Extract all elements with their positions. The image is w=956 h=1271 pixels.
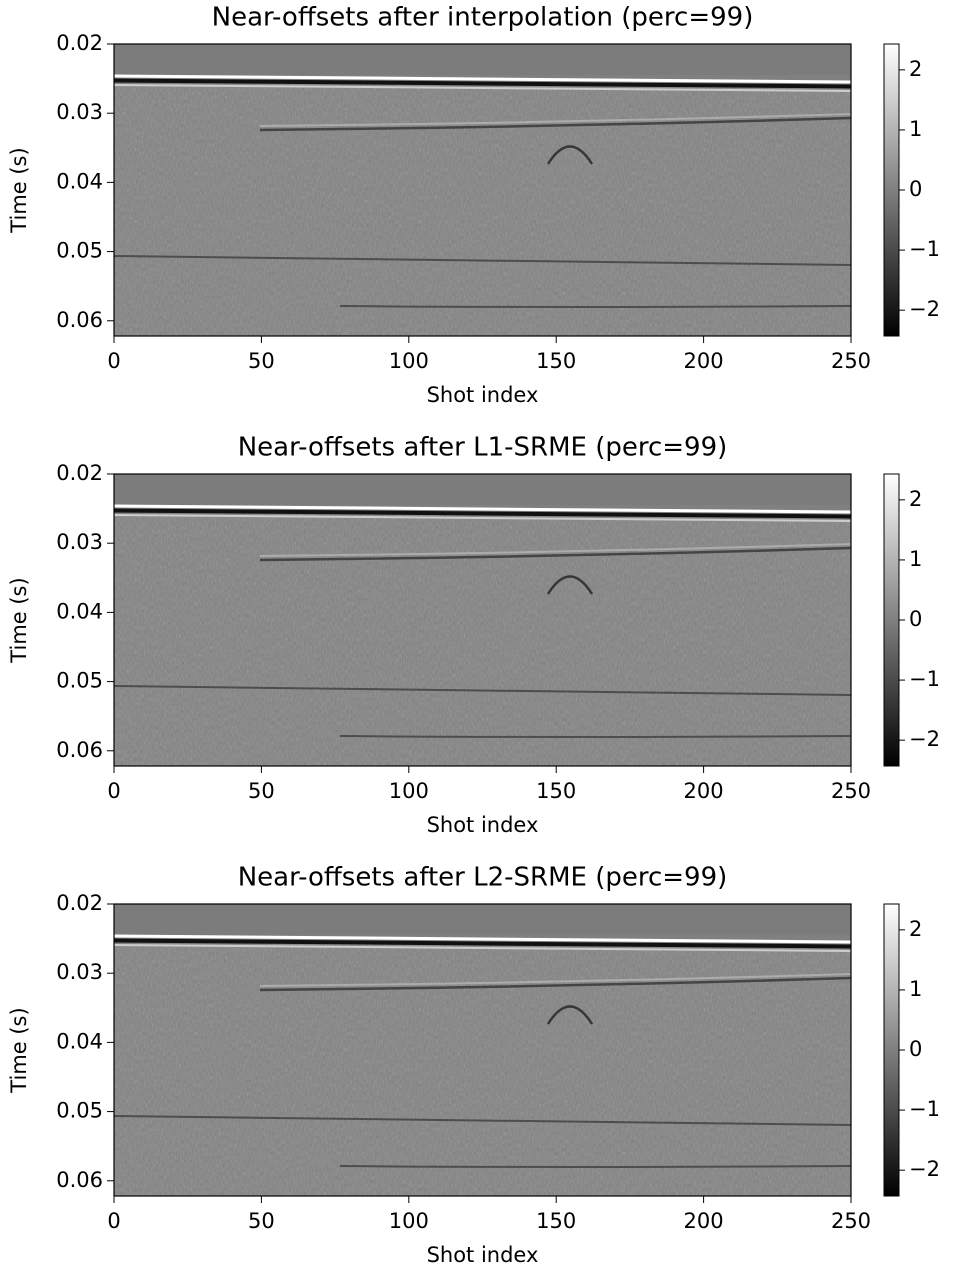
x-tick-label: 150 [536,1209,576,1233]
title: Near-offsets after L1-SRME (perc=99) [238,433,728,463]
event-1 [259,976,852,992]
reflector-black [113,78,852,89]
y-axis-label: Time (s) [7,577,31,663]
event-1b [259,113,852,127]
colorbar-tick-label: −2 [909,297,940,321]
y-tick-label: 0.05 [56,1099,103,1123]
colorbar-tick-label: 0 [909,607,922,631]
y-tick-label: 0.03 [56,530,103,554]
x-tick-label: 0 [107,1209,120,1233]
colorbar-tick-label: −2 [909,1157,940,1181]
diffraction [546,575,594,595]
plot-frame [113,473,852,767]
x-tick-label: 0 [107,349,120,373]
x-tick-label: 100 [389,349,429,373]
colorbar-tick-label: 1 [909,117,922,141]
x-tick-label: 250 [831,1209,871,1233]
event-1b [259,543,852,557]
event-2 [113,685,852,696]
y-tick-label: 0.03 [56,960,103,984]
x-axis-label: Shot index [427,1243,539,1267]
colorbar-tick-label: −1 [909,1097,940,1121]
image-top [114,44,851,75]
event-1 [259,116,852,132]
colorbar [883,473,900,767]
x-tick-label: 50 [248,1209,275,1233]
y-axis-label: Time (s) [7,1007,31,1093]
colorbar [883,43,900,337]
event-1 [259,546,852,562]
y-tick-label: 0.02 [56,461,103,485]
y-tick-label: 0.06 [56,308,103,332]
y-tick-label: 0.05 [56,669,103,693]
title: Near-offsets after L2-SRME (perc=99) [238,863,728,893]
colorbar-tick-label: 2 [909,57,922,81]
y-tick-label: 0.04 [56,599,103,623]
colorbar-tick-label: 1 [909,547,922,571]
reflector-black [113,938,852,949]
colorbar [883,903,900,1197]
reflector-grey [113,84,852,92]
x-tick-label: 200 [684,1209,724,1233]
x-tick-label: 200 [684,779,724,803]
reflector-black [113,508,852,519]
x-tick-label: 150 [536,779,576,803]
colorbar-tick-label: 0 [909,177,922,201]
y-tick-label: 0.02 [56,891,103,915]
diffraction [546,1005,594,1025]
reflector-white [113,74,852,84]
diffraction [546,145,594,165]
panel: Near-offsets after L1-SRME (perc=99) 0 50 1… [7,433,940,838]
event-2 [113,255,852,266]
y-axis-label: Time (s) [7,147,31,233]
x-axis-label: Shot index [427,383,539,407]
colorbar-tick-label: 2 [909,917,922,941]
x-tick-label: 100 [389,779,429,803]
x-tick-label: 100 [389,1209,429,1233]
y-tick-label: 0.04 [56,1029,103,1053]
panel: Near-offsets after L2-SRME (perc=99) 0 50 1… [7,863,940,1268]
image-top [114,904,851,935]
event-3 [339,735,852,738]
colorbar-tick-label: −2 [909,727,940,751]
colorbar-tick-label: 0 [909,1037,922,1061]
image-top [114,474,851,505]
y-tick-label: 0.06 [56,738,103,762]
y-tick-label: 0.04 [56,169,103,193]
x-tick-label: 50 [248,779,275,803]
y-tick-label: 0.06 [56,1168,103,1192]
y-tick-label: 0.05 [56,239,103,263]
x-tick-label: 250 [831,349,871,373]
y-tick-label: 0.03 [56,100,103,124]
colorbar-tick-label: −1 [909,237,940,261]
reflector-white [113,934,852,944]
x-tick-label: 50 [248,349,275,373]
event-3 [339,305,852,308]
colorbar-tick-label: 2 [909,487,922,511]
colorbar-tick-label: 1 [909,977,922,1001]
plot-frame [113,903,852,1197]
x-axis-label: Shot index [427,813,539,837]
event-1b [259,973,852,987]
x-tick-label: 250 [831,779,871,803]
event-3 [339,1165,852,1168]
reflector-white [113,504,852,514]
reflector-grey [113,514,852,522]
x-tick-label: 0 [107,779,120,803]
colorbar-tick-label: −1 [909,667,940,691]
reflector-grey [113,944,852,952]
event-2 [113,1115,852,1126]
x-tick-label: 200 [684,349,724,373]
plot-frame [113,43,852,337]
panel: Near-offsets after interpolation (perc=9… [7,3,940,408]
x-tick-label: 150 [536,349,576,373]
y-tick-label: 0.02 [56,31,103,55]
title: Near-offsets after interpolation (perc=9… [212,3,754,33]
